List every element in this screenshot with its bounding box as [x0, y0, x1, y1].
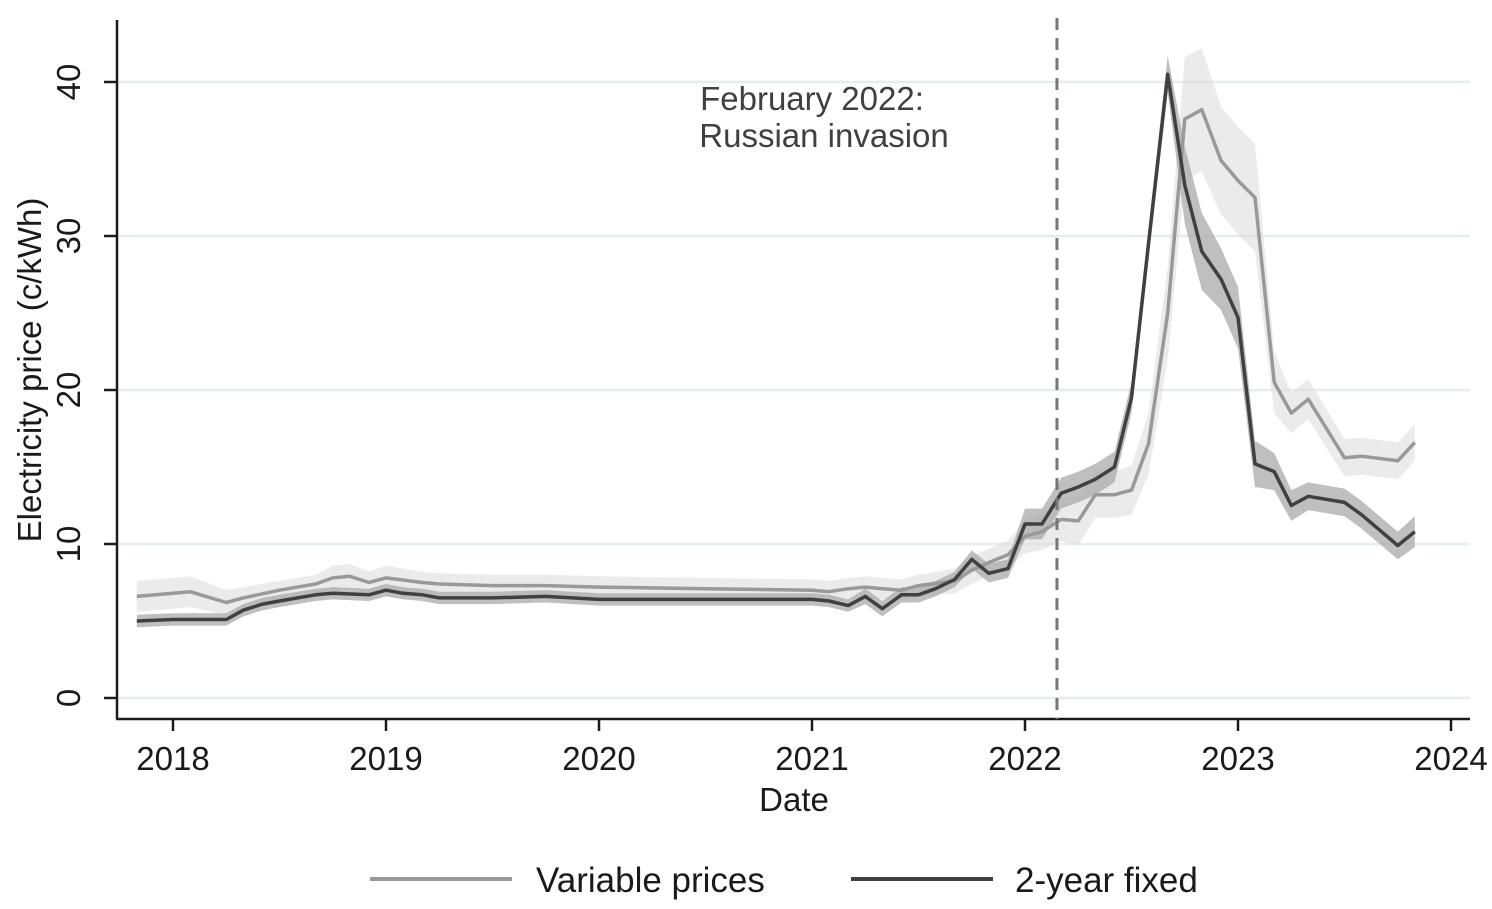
x-tick-label-2018: 2018	[136, 740, 209, 777]
x-tick-label-2020: 2020	[562, 740, 635, 777]
x-tick-label-2022: 2022	[988, 740, 1061, 777]
x-tick-label-2021: 2021	[775, 740, 848, 777]
series-line-1	[136, 72, 1416, 623]
annotation-line-1: February 2022:	[700, 80, 924, 117]
confidence-bands	[136, 48, 1415, 628]
x-tick-label-2019: 2019	[349, 740, 422, 777]
legend: Variable prices 2-year fixed	[370, 861, 1198, 900]
x-axis-title: Date	[759, 781, 829, 818]
ci-band-series-1	[136, 55, 1415, 628]
annotation-line-2: Russian invasion	[699, 117, 948, 154]
y-tick-label-20: 20	[50, 372, 87, 409]
series-lines	[136, 72, 1417, 623]
y-axis-title: Electricity price (c/kWh)	[11, 198, 48, 543]
y-tick-label-0: 0	[50, 689, 87, 707]
ticks: 2018 2019 2020 2021 2022 2023 2024 0 10 20 30 40	[50, 64, 1488, 777]
y-tick-label-10: 10	[50, 526, 87, 563]
x-tick-label-2024: 2024	[1414, 740, 1487, 777]
axes	[115, 20, 1470, 721]
y-tick-label-30: 30	[50, 218, 87, 255]
x-tick-label-2023: 2023	[1201, 740, 1274, 777]
legend-label-variable: Variable prices	[536, 861, 765, 900]
legend-label-fixed: 2-year fixed	[1015, 861, 1198, 900]
y-tick-label-40: 40	[50, 64, 87, 101]
